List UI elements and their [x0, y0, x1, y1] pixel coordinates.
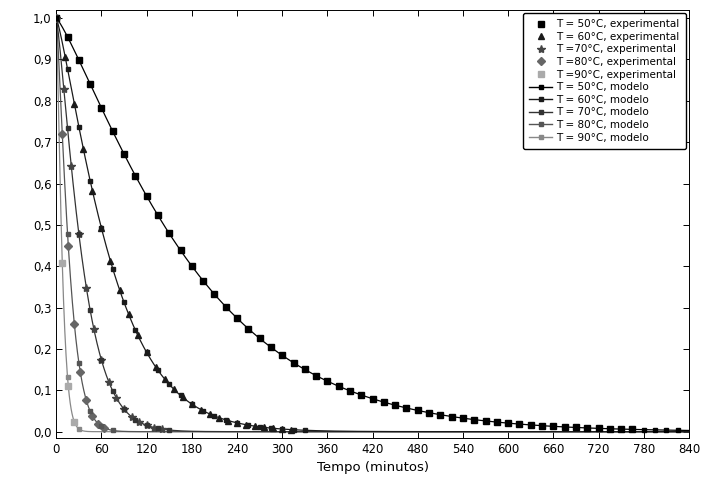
Legend: T = 50°C, experimental, T = 60°C, experimental, T =70°C, experimental, T =80°C, : T = 50°C, experimental, T = 60°C, experi… — [523, 13, 686, 149]
X-axis label: Tempo (minutos): Tempo (minutos) — [316, 461, 429, 474]
